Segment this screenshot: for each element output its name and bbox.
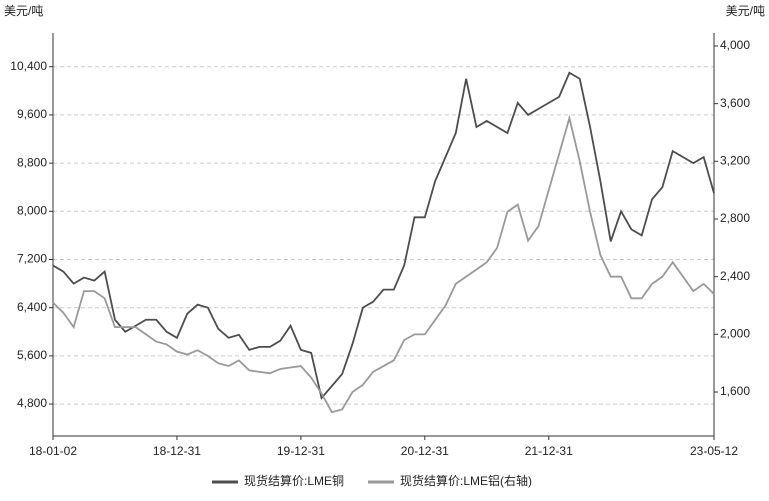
- y2-tick-label: 3,600: [720, 96, 750, 110]
- y2-tick-label: 3,200: [720, 153, 750, 167]
- line-series: [52, 71, 715, 400]
- x-tick-label: 19-12-31: [277, 444, 325, 458]
- y2-tick-label: 2,000: [720, 327, 750, 341]
- y2-unit: 美元/吨: [726, 4, 765, 18]
- y-tick-label: 10,400: [10, 59, 47, 73]
- x-tick-label: 20-12-31: [401, 444, 449, 458]
- y-tick-label: 7,200: [17, 252, 47, 266]
- x-tick-label: 18-01-02: [29, 444, 77, 458]
- legend-label: 现货结算价:LME铜: [244, 473, 344, 488]
- x-tick-label: 18-12-31: [153, 444, 201, 458]
- y2-tick-label: 2,400: [720, 269, 750, 283]
- y2-tick-label: 4,000: [720, 38, 750, 52]
- y-tick-label: 8,000: [17, 203, 47, 217]
- line-series: [52, 114, 715, 414]
- y-tick-label: 8,800: [17, 155, 47, 169]
- y-tick-label: 4,800: [17, 396, 47, 410]
- x-tick-label: 21-12-31: [525, 444, 573, 458]
- y-tick-label: 9,600: [17, 107, 47, 121]
- y-tick-label: 5,600: [17, 348, 47, 362]
- y-tick-label: 6,400: [17, 300, 47, 314]
- legend-label: 现货结算价:LME铝(右轴): [400, 473, 532, 488]
- y2-tick-label: 1,600: [720, 384, 750, 398]
- y2-tick-label: 2,800: [720, 211, 750, 225]
- x-tick-label: 23-05-12: [690, 444, 738, 458]
- y-unit: 美元/吨: [4, 4, 43, 18]
